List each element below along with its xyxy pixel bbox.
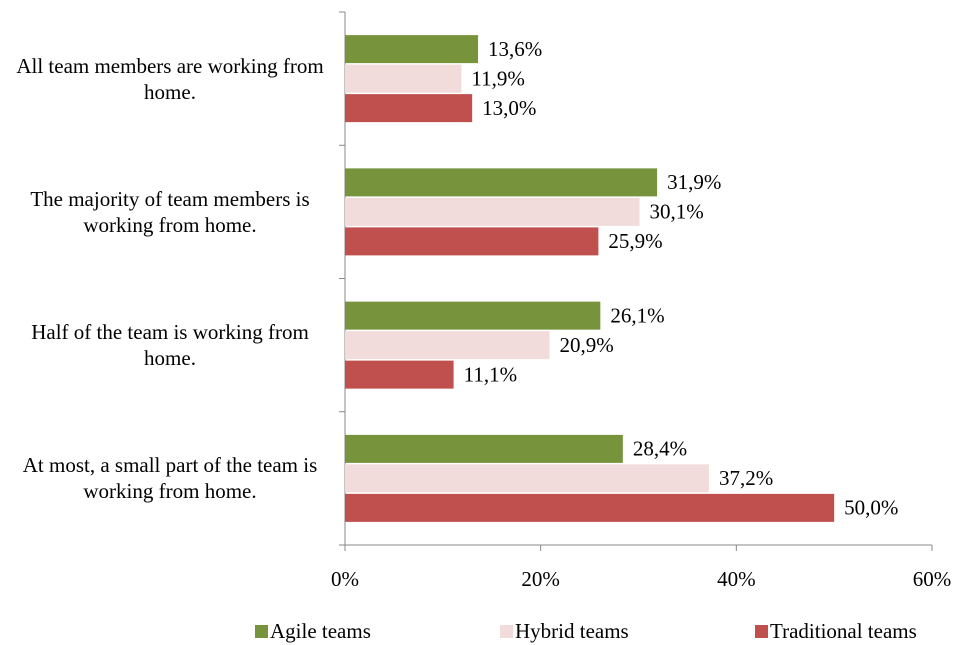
legend-label: Traditional teams (770, 619, 917, 643)
bar (345, 197, 640, 226)
x-tick-label: 40% (717, 567, 756, 591)
value-label: 25,9% (608, 229, 662, 253)
value-label: 13,6% (488, 37, 542, 61)
bar (345, 331, 550, 360)
bar (345, 94, 473, 123)
legend-swatch (255, 625, 268, 638)
legend-label: Agile teams (270, 619, 371, 643)
bar (345, 168, 658, 197)
value-label: 11,1% (464, 362, 517, 386)
value-label: 11,9% (471, 66, 524, 90)
category-label: At most, a small part of the team is wor… (22, 453, 318, 504)
value-label: 37,2% (719, 466, 773, 490)
bar (345, 301, 601, 330)
bar (345, 64, 462, 93)
value-label: 30,1% (649, 200, 703, 224)
bar (345, 227, 599, 256)
value-label: 26,1% (610, 303, 664, 327)
value-label: 28,4% (633, 437, 687, 461)
bar (345, 360, 454, 389)
x-tick-label: 20% (521, 567, 560, 591)
bar (345, 464, 709, 493)
value-label: 31,9% (667, 170, 721, 194)
category-label: Half of the team is working from home. (31, 320, 309, 371)
value-label: 13,0% (482, 96, 536, 120)
category-label: All team members are working from home. (16, 53, 324, 104)
bar (345, 434, 623, 463)
x-tick-label: 0% (331, 567, 359, 591)
legend-swatch (755, 625, 768, 638)
bar (345, 493, 835, 522)
value-label: 50,0% (844, 496, 898, 520)
legend-label: Hybrid teams (515, 619, 629, 643)
value-label: 20,9% (559, 333, 613, 357)
x-tick-label: 60% (913, 567, 952, 591)
legend-swatch (500, 625, 513, 638)
bar (345, 35, 479, 64)
category-label: The majority of team members is working … (30, 186, 310, 237)
